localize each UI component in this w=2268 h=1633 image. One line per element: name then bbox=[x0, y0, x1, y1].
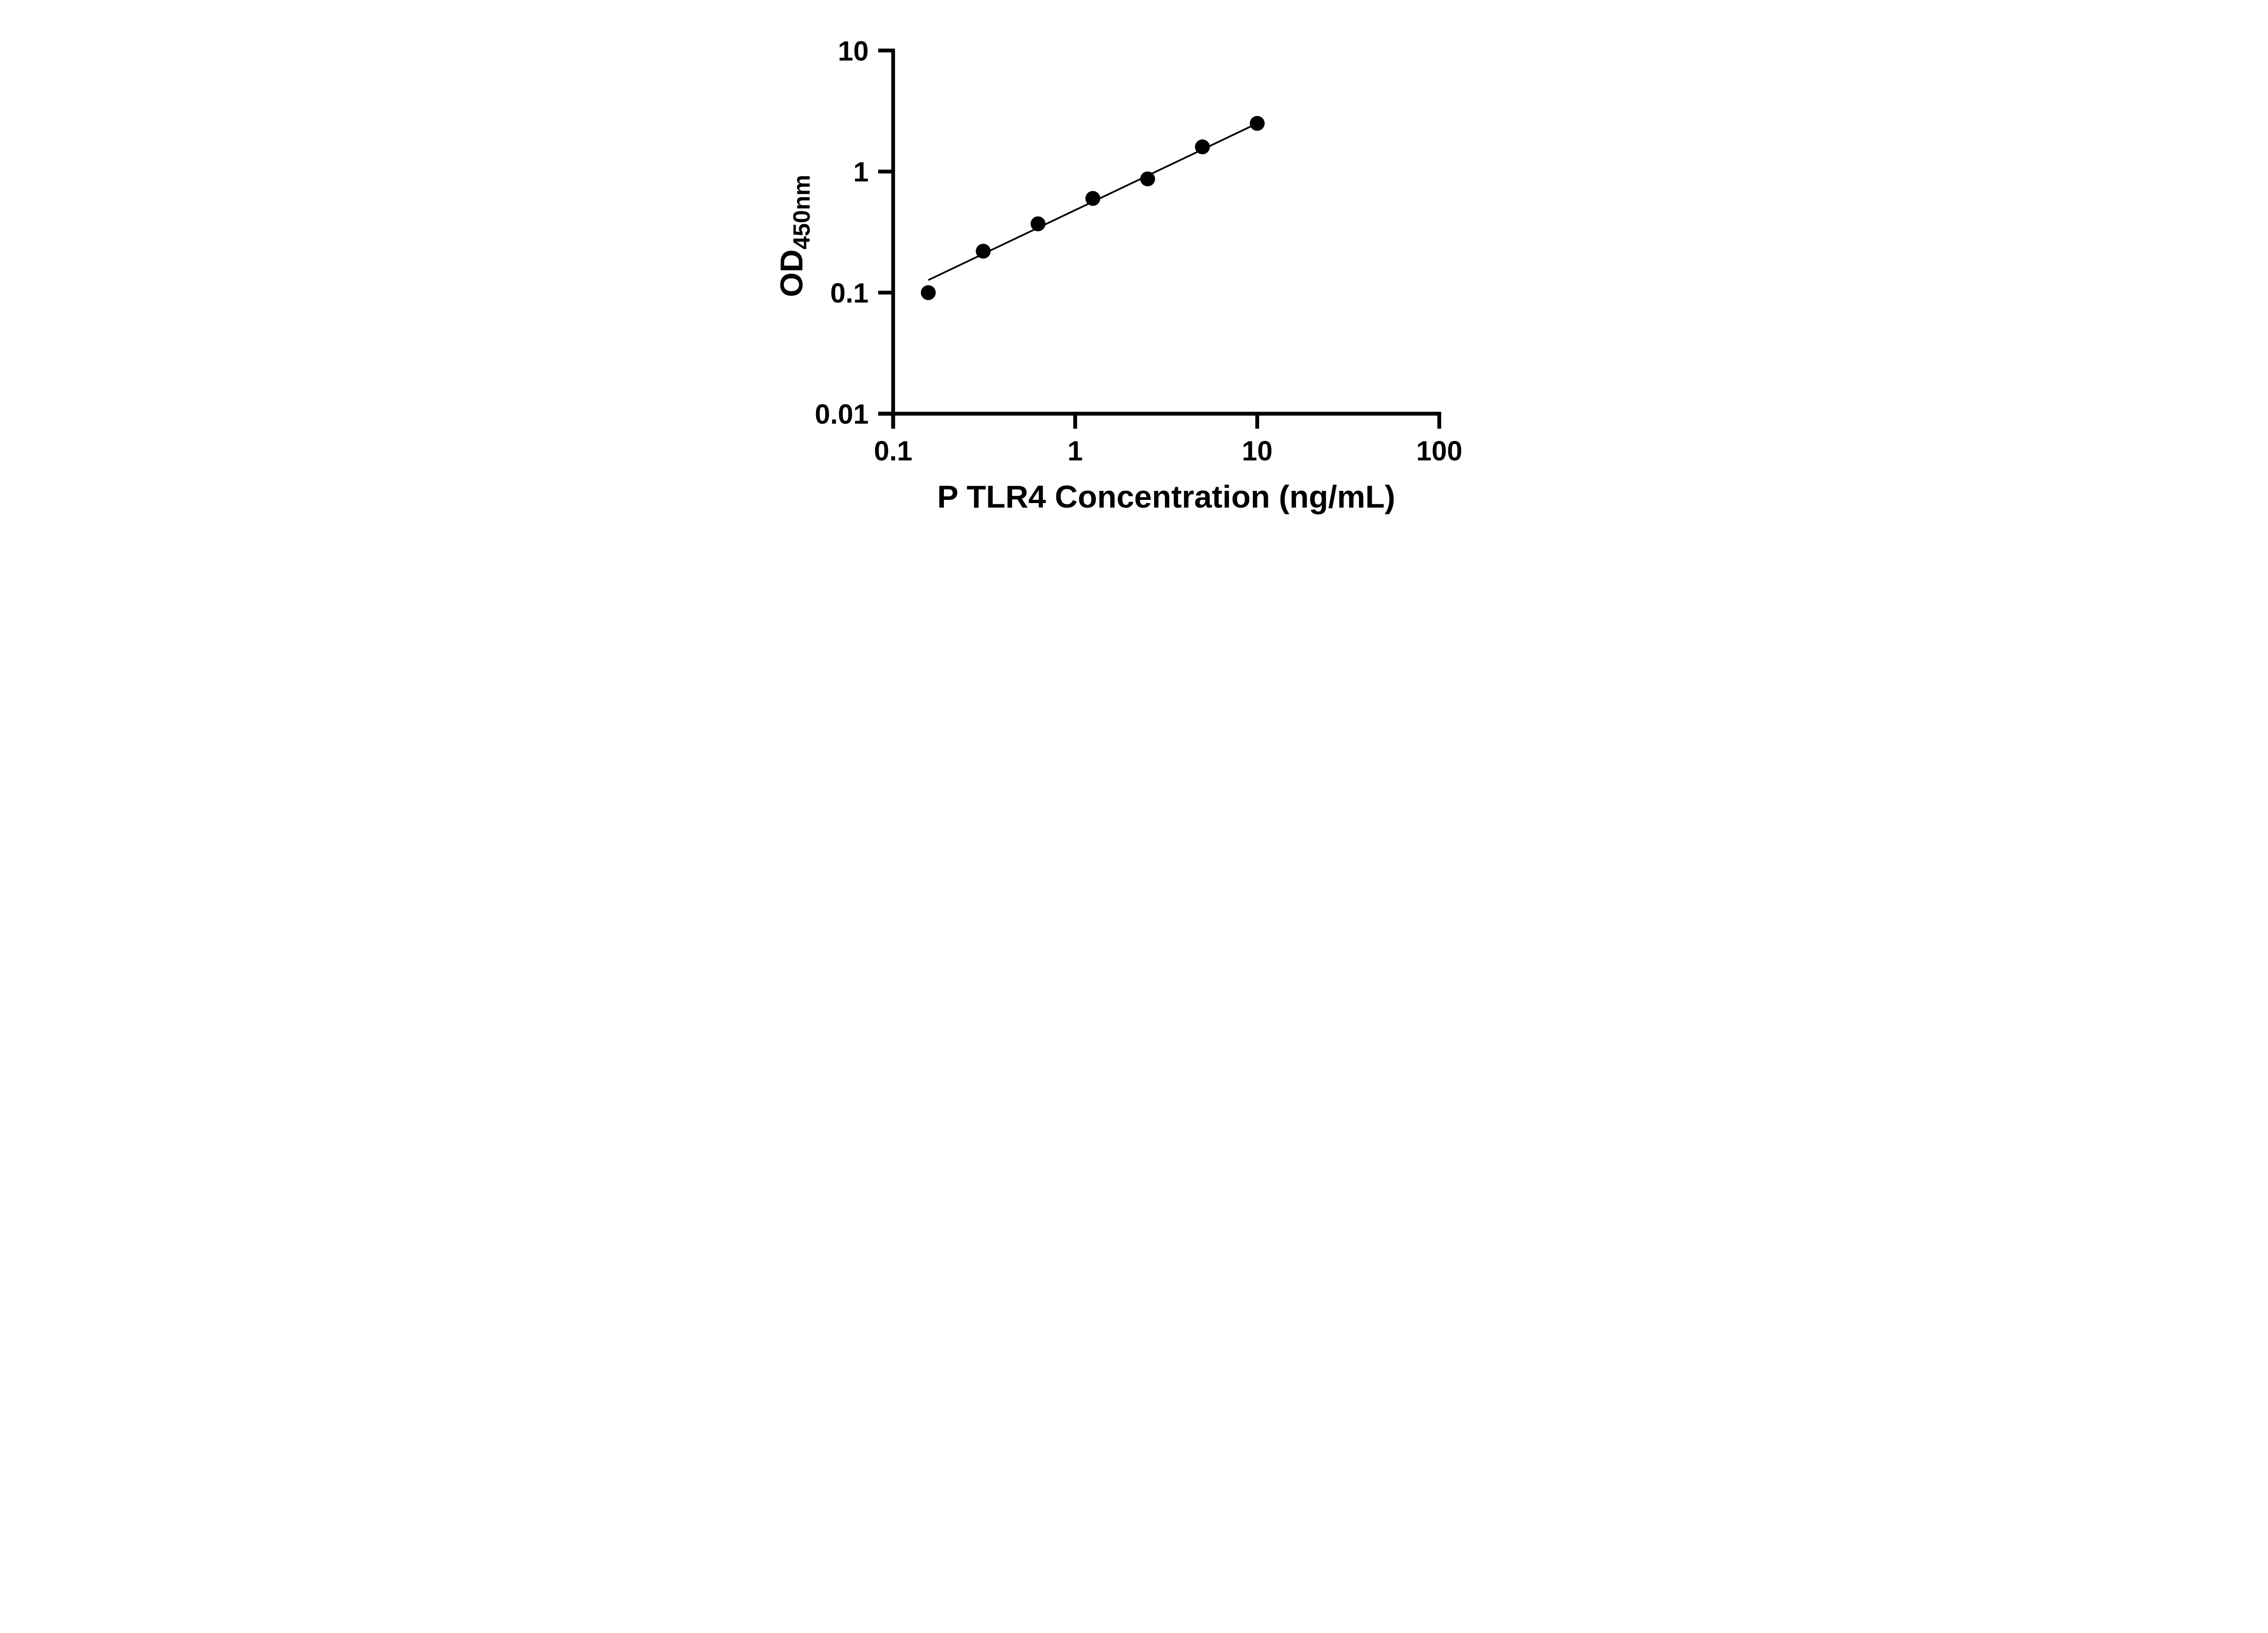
x-tick-label: 100 bbox=[1416, 435, 1462, 466]
data-point bbox=[1140, 171, 1155, 186]
data-point bbox=[1195, 139, 1210, 155]
series bbox=[921, 116, 1265, 300]
data-point bbox=[1085, 191, 1100, 206]
x-tick-label: 0.1 bbox=[874, 435, 913, 466]
data-point bbox=[976, 244, 991, 259]
data-point bbox=[1031, 216, 1046, 231]
y-axis-title-main: OD bbox=[774, 249, 809, 297]
y-tick-label: 1 bbox=[853, 156, 869, 187]
standard-curve-figure: 10 1 0.1 0.01 0.1 1 10 100 P TLR4 Concentration… bbox=[747, 0, 1521, 544]
y-axis-title-sub: 450nm bbox=[789, 175, 815, 249]
axes bbox=[878, 50, 1442, 429]
x-axis-title: P TLR4 Concentration (ng/mL) bbox=[937, 479, 1395, 514]
y-tick-label: 10 bbox=[838, 35, 869, 66]
ticks bbox=[878, 49, 1442, 429]
y-axis-title: OD450nm bbox=[774, 175, 815, 297]
data-point bbox=[921, 285, 936, 300]
x-tick-label: 1 bbox=[1067, 435, 1083, 466]
x-tick-label: 10 bbox=[1242, 435, 1273, 466]
data-point bbox=[1250, 116, 1265, 131]
y-tick-label: 0.1 bbox=[830, 278, 869, 308]
y-tick-label: 0.01 bbox=[815, 399, 869, 430]
